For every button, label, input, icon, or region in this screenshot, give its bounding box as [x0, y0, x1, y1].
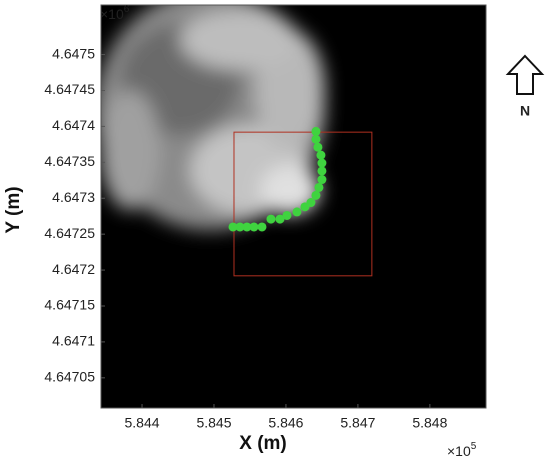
y-multiplier-exponent: 6 [124, 4, 130, 15]
point [300, 202, 310, 212]
y-multiplier-base: ×10 [100, 6, 124, 22]
point [314, 182, 324, 192]
point [317, 175, 327, 185]
point [292, 207, 302, 217]
y-tick-label: 4.6471 [52, 333, 95, 349]
x-multiplier-base: ×10 [447, 443, 471, 459]
y-tick-label: 4.6475 [52, 45, 95, 61]
y-tick-label: 4.64715 [44, 297, 95, 313]
x-tick-label: 5.844 [124, 415, 159, 431]
point [228, 222, 238, 232]
x-tick-label: 5.847 [340, 415, 375, 431]
point [266, 214, 276, 224]
y-tick-label: 4.64705 [44, 369, 95, 385]
point [311, 190, 321, 200]
x-multiplier: ×105 [447, 441, 477, 459]
point [242, 222, 252, 232]
x-tick-label: 5.846 [268, 415, 303, 431]
x-multiplier-exponent: 5 [471, 441, 477, 452]
point [249, 222, 259, 232]
highlight-box [233, 131, 373, 277]
point [235, 222, 245, 232]
y-axis-title: Y (m) [3, 186, 24, 233]
point [313, 142, 323, 152]
x-axis-title: X (m) [239, 433, 287, 454]
y-tick-label: 4.64725 [44, 225, 95, 241]
x-tick-label: 5.845 [196, 415, 231, 431]
point [257, 222, 267, 232]
north-label: N [520, 103, 530, 119]
y-tick-label: 4.6474 [52, 117, 95, 133]
point [282, 210, 292, 220]
north-arrow [505, 54, 545, 95]
point [311, 126, 321, 136]
raster-image [101, 5, 325, 230]
y-tick-label: 4.6472 [52, 261, 95, 277]
x-tick-label: 5.848 [412, 415, 447, 431]
point [311, 134, 321, 144]
plot-frame [100, 4, 487, 409]
point [275, 214, 285, 224]
point [317, 166, 327, 176]
point [317, 158, 327, 168]
y-tick-label: 4.64735 [44, 153, 95, 169]
y-tick-label: 4.6473 [52, 189, 95, 205]
y-tick-label: 4.64745 [44, 81, 95, 97]
y-multiplier: ×106 [100, 4, 130, 22]
point [316, 150, 326, 160]
